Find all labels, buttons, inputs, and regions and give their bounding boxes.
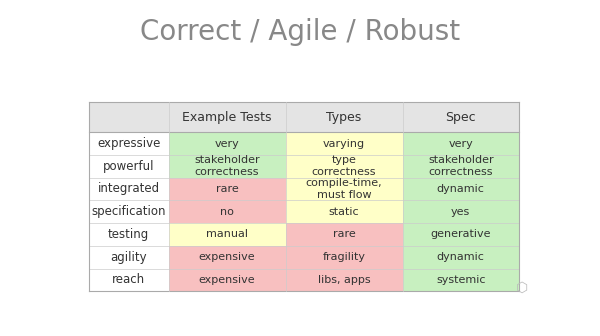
Bar — [89, 246, 169, 268]
Text: stakeholder
correctness: stakeholder correctness — [194, 155, 260, 177]
Text: integrated: integrated — [98, 182, 160, 196]
Text: static: static — [329, 207, 359, 217]
Bar — [169, 246, 286, 268]
Text: dynamic: dynamic — [437, 184, 485, 194]
Text: ⬡: ⬡ — [516, 281, 529, 295]
Bar — [89, 200, 169, 223]
Text: Types: Types — [326, 111, 362, 124]
Bar — [169, 200, 286, 223]
Text: Example Tests: Example Tests — [182, 111, 272, 124]
Text: type
correctness: type correctness — [312, 155, 376, 177]
Text: systemic: systemic — [436, 275, 485, 285]
Bar — [286, 132, 403, 155]
Text: rare: rare — [332, 229, 355, 240]
Text: Correct / Agile / Robust: Correct / Agile / Robust — [140, 18, 460, 46]
Bar — [403, 200, 519, 223]
Text: specification: specification — [91, 205, 166, 218]
Text: very: very — [448, 138, 473, 149]
Bar — [286, 223, 403, 246]
Text: rare: rare — [215, 184, 238, 194]
Text: reach: reach — [112, 274, 145, 286]
Text: expensive: expensive — [199, 252, 256, 262]
Text: dynamic: dynamic — [437, 252, 485, 262]
Text: expensive: expensive — [199, 275, 256, 285]
Bar — [169, 132, 286, 155]
Text: manual: manual — [206, 229, 248, 240]
Bar — [89, 132, 169, 155]
Bar — [169, 155, 286, 178]
Text: Spec: Spec — [445, 111, 476, 124]
Bar — [286, 246, 403, 268]
Bar — [286, 200, 403, 223]
Bar — [403, 155, 519, 178]
Bar — [403, 178, 519, 200]
Text: agility: agility — [110, 251, 147, 264]
Text: compile-time,
must flow: compile-time, must flow — [306, 178, 382, 200]
Text: no: no — [220, 207, 234, 217]
Bar — [89, 155, 169, 178]
Bar — [403, 132, 519, 155]
Bar — [286, 178, 403, 200]
Bar — [169, 178, 286, 200]
Text: testing: testing — [108, 228, 149, 241]
Bar — [403, 246, 519, 268]
Bar — [403, 223, 519, 246]
Text: yes: yes — [451, 207, 470, 217]
Bar — [403, 268, 519, 291]
Text: fragility: fragility — [323, 252, 365, 262]
Bar — [286, 155, 403, 178]
Bar — [169, 223, 286, 246]
Text: generative: generative — [431, 229, 491, 240]
Text: expressive: expressive — [97, 137, 160, 150]
Bar — [89, 178, 169, 200]
Bar — [89, 223, 169, 246]
Bar — [286, 268, 403, 291]
Text: varying: varying — [323, 138, 365, 149]
Bar — [89, 268, 169, 291]
Text: powerful: powerful — [103, 160, 154, 173]
Text: stakeholder
correctness: stakeholder correctness — [428, 155, 494, 177]
Text: libs, apps: libs, apps — [318, 275, 370, 285]
Text: very: very — [215, 138, 239, 149]
Bar — [169, 268, 286, 291]
